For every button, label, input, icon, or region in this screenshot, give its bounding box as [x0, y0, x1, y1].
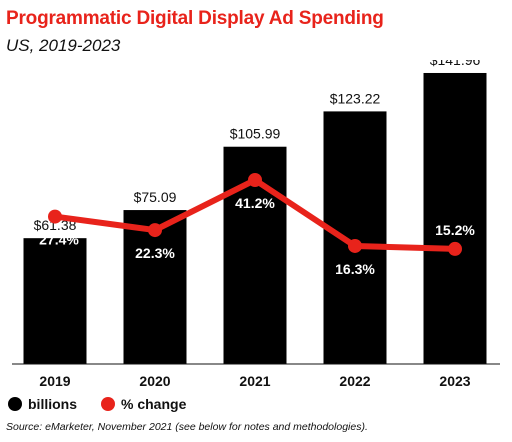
x-tick-label-2021: 2021: [239, 373, 270, 389]
legend-label-billions: billions: [28, 396, 77, 412]
bar-value-label-2022: $123.22: [330, 90, 381, 106]
bar-2022: [323, 111, 387, 364]
bar-value-label-2019: $61.38: [34, 217, 77, 233]
bar-2023: [423, 72, 487, 365]
source-note: Source: eMarketer, November 2021 (see be…: [6, 421, 368, 433]
legend-item-change: % change: [101, 396, 186, 412]
change-label-2019: 27.4%: [39, 232, 79, 248]
change-point-2020: [148, 223, 162, 238]
change-point-2023: [448, 241, 462, 256]
change-point-2021: [248, 173, 262, 187]
change-point-2019: [48, 209, 62, 224]
x-tick-label-2023: 2023: [439, 373, 470, 389]
change-point-2022: [348, 238, 362, 253]
chart-subtitle: US, 2019-2023: [6, 36, 121, 55]
legend-label-change: % change: [121, 396, 187, 412]
combo-chart: $61.38 2019 $75.09 2020 $105.99 2021 $123.22 20…: [12, 60, 500, 389]
bar-value-label-2023: $141.96: [430, 60, 481, 68]
x-tick-label-2020: 2020: [139, 373, 170, 389]
change-label-2022: 16.3%: [335, 261, 375, 277]
legend-swatch-billions: [8, 397, 22, 411]
chart-title: Programmatic Digital Display Ad Spending: [6, 8, 384, 29]
x-tick-label-2022: 2022: [339, 373, 370, 389]
top-rule: [0, 0, 512, 4]
bar-value-label-2020: $75.09: [134, 189, 177, 205]
legend-item-billions: billions: [8, 396, 77, 412]
change-label-2021: 41.2%: [235, 195, 275, 211]
change-label-2020: 22.3%: [135, 245, 175, 261]
legend-swatch-change: [101, 397, 115, 411]
change-label-2023: 15.2%: [435, 222, 475, 238]
bar-2019: [23, 238, 87, 364]
legend: billions % change: [8, 396, 210, 412]
bar-value-label-2021: $105.99: [230, 126, 281, 142]
x-tick-label-2019: 2019: [39, 373, 70, 389]
